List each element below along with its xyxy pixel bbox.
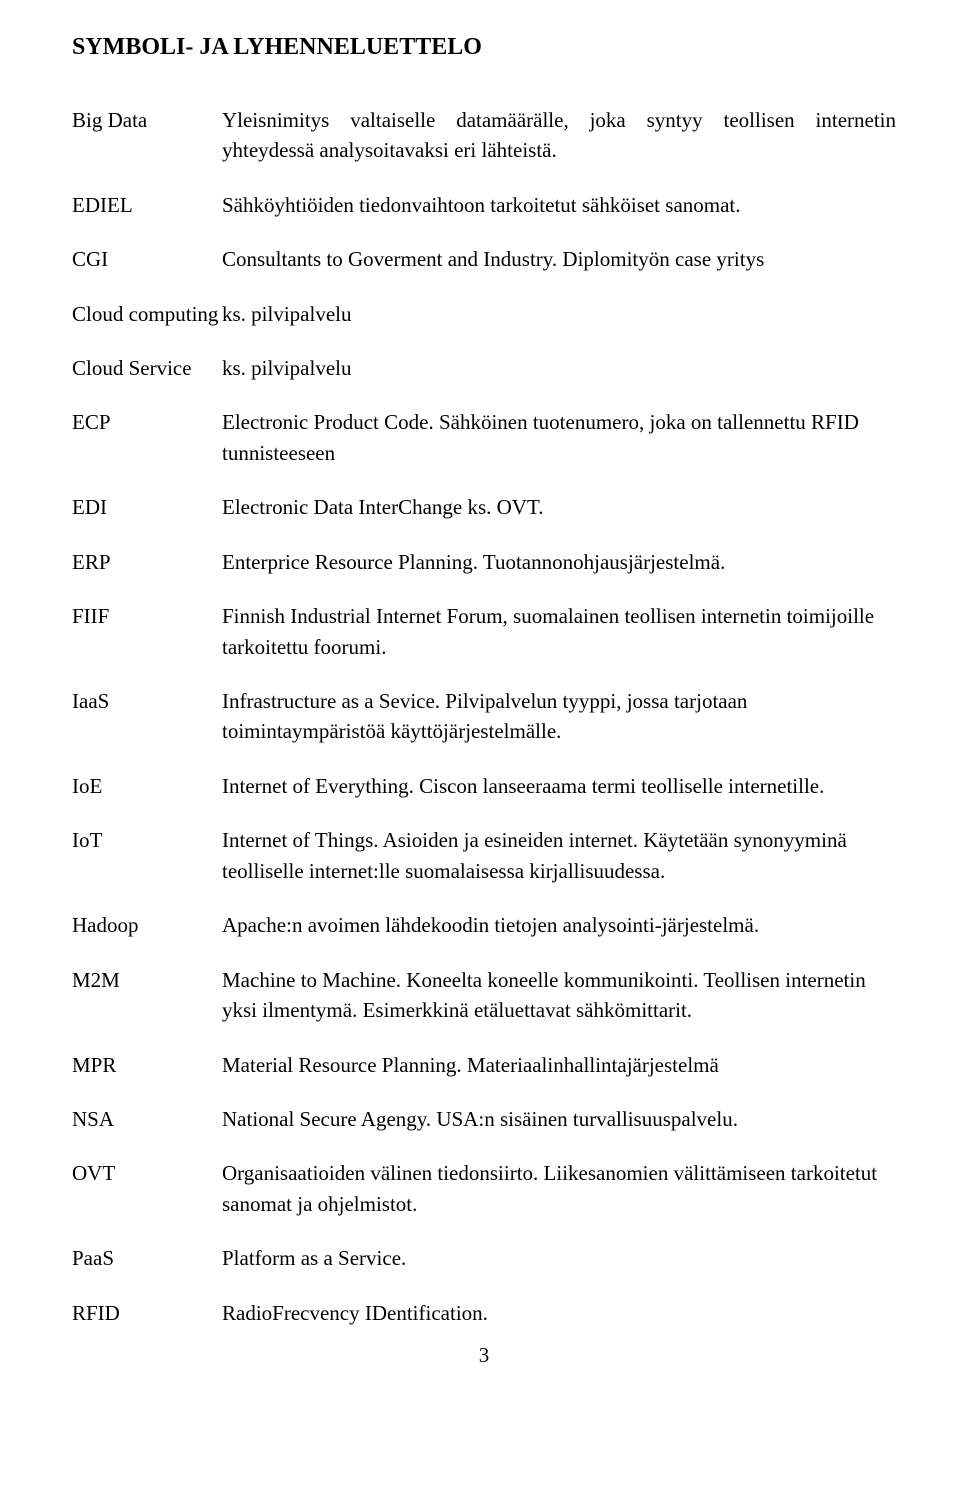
definition-cell: Electronic Product Code. Sähköinen tuote… <box>222 407 896 492</box>
definition-cell: Infrastructure as a Sevice. Pilvipalvelu… <box>222 686 896 771</box>
term-cell: EDI <box>72 492 222 546</box>
definition-cell: ks. pilvipalvelu <box>222 299 896 353</box>
term-cell: OVT <box>72 1158 222 1243</box>
term-cell: MPR <box>72 1050 222 1104</box>
definition-row: Cloud computingks. pilvipalvelu <box>72 299 896 353</box>
term-cell: ECP <box>72 407 222 492</box>
definition-cell: Yleisnimitys valtaiselle datamäärälle, j… <box>222 105 896 190</box>
term-cell: IaaS <box>72 686 222 771</box>
definition-row: IaaSInfrastructure as a Sevice. Pilvipal… <box>72 686 896 771</box>
term-cell: PaaS <box>72 1243 222 1297</box>
definition-cell: Finnish Industrial Internet Forum, suoma… <box>222 601 896 686</box>
definition-row: EDIElectronic Data InterChange ks. OVT. <box>72 492 896 546</box>
page-title: SYMBOLI- JA LYHENNELUETTELO <box>72 30 896 65</box>
definition-row: ERPEnterprice Resource Planning. Tuotann… <box>72 547 896 601</box>
definition-cell: Internet of Everything. Ciscon lanseeraa… <box>222 771 896 825</box>
definition-cell: National Secure Agengy. USA:n sisäinen t… <box>222 1104 896 1158</box>
page-number: 3 <box>72 1340 896 1370</box>
definition-row: FIIFFinnish Industrial Internet Forum, s… <box>72 601 896 686</box>
definition-row: EDIELSähköyhtiöiden tiedonvaihtoon tarko… <box>72 190 896 244</box>
definition-cell: Consultants to Goverment and Industry. D… <box>222 244 896 298</box>
definition-cell: Material Resource Planning. Materiaalinh… <box>222 1050 896 1104</box>
definition-cell: Platform as a Service. <box>222 1243 896 1297</box>
definition-cell: Apache:n avoimen lähdekoodin tietojen an… <box>222 910 896 964</box>
definition-cell: Electronic Data InterChange ks. OVT. <box>222 492 896 546</box>
definition-row: Big DataYleisnimitys valtaiselle datamää… <box>72 105 896 190</box>
definitions-table: Big DataYleisnimitys valtaiselle datamää… <box>72 105 896 1352</box>
definition-cell: Enterprice Resource Planning. Tuotannono… <box>222 547 896 601</box>
term-cell: ERP <box>72 547 222 601</box>
term-cell: Cloud computing <box>72 299 222 353</box>
term-cell: M2M <box>72 965 222 1050</box>
term-cell: Hadoop <box>72 910 222 964</box>
term-cell: IoE <box>72 771 222 825</box>
definition-row: IoEInternet of Everything. Ciscon lansee… <box>72 771 896 825</box>
definition-row: HadoopApache:n avoimen lähdekoodin tieto… <box>72 910 896 964</box>
definition-row: IoTInternet of Things. Asioiden ja esine… <box>72 825 896 910</box>
definition-cell: Machine to Machine. Koneelta koneelle ko… <box>222 965 896 1050</box>
term-cell: CGI <box>72 244 222 298</box>
definition-row: PaaSPlatform as a Service. <box>72 1243 896 1297</box>
definition-row: CGIConsultants to Goverment and Industry… <box>72 244 896 298</box>
term-cell: NSA <box>72 1104 222 1158</box>
definition-cell: Sähköyhtiöiden tiedonvaihtoon tarkoitetu… <box>222 190 896 244</box>
definition-row: NSANational Secure Agengy. USA:n sisäine… <box>72 1104 896 1158</box>
term-cell: EDIEL <box>72 190 222 244</box>
term-cell: Cloud Service <box>72 353 222 407</box>
term-cell: Big Data <box>72 105 222 190</box>
term-cell: FIIF <box>72 601 222 686</box>
definition-cell: Internet of Things. Asioiden ja esineide… <box>222 825 896 910</box>
term-cell: IoT <box>72 825 222 910</box>
definition-row: ECPElectronic Product Code. Sähköinen tu… <box>72 407 896 492</box>
definition-row: Cloud Serviceks. pilvipalvelu <box>72 353 896 407</box>
definition-cell: Organisaatioiden välinen tiedonsiirto. L… <box>222 1158 896 1243</box>
definition-cell: ks. pilvipalvelu <box>222 353 896 407</box>
definition-row: OVTOrganisaatioiden välinen tiedonsiirto… <box>72 1158 896 1243</box>
definition-row: MPRMaterial Resource Planning. Materiaal… <box>72 1050 896 1104</box>
definition-row: M2MMachine to Machine. Koneelta koneelle… <box>72 965 896 1050</box>
